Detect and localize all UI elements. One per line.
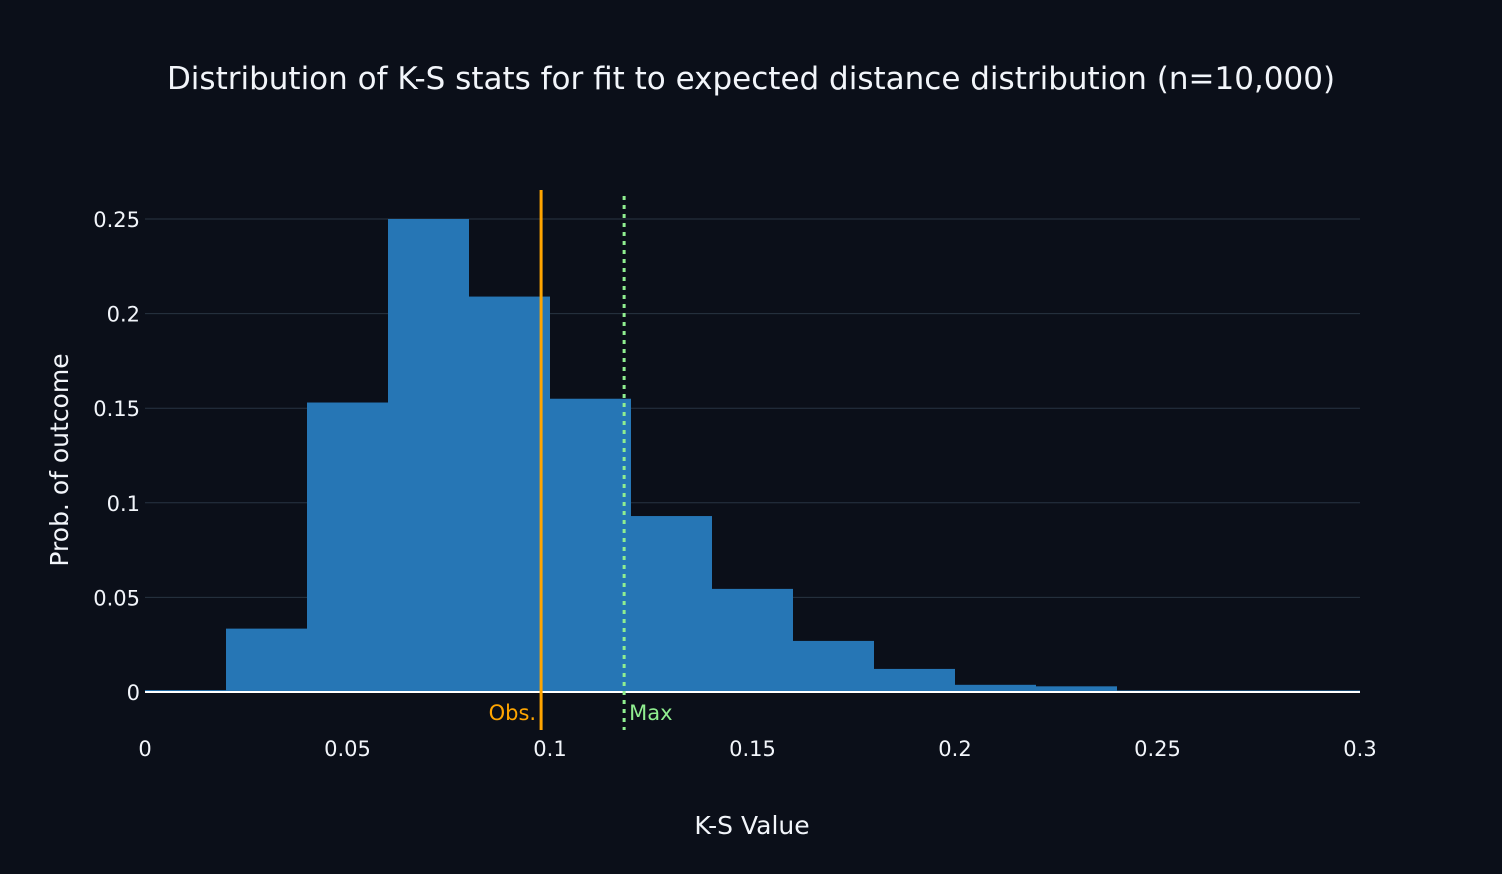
- max-label: Max: [629, 701, 672, 725]
- x-tick-label: 0.1: [533, 737, 566, 761]
- y-axis-label: Prob. of outcome: [45, 353, 74, 566]
- x-tick-label: 0.2: [938, 737, 971, 761]
- y-tick-label: 0.05: [93, 586, 140, 610]
- histogram-bar: [307, 402, 388, 692]
- histogram-bar: [955, 684, 1036, 692]
- y-tick-label: 0.2: [107, 303, 140, 327]
- histogram-bar: [631, 516, 712, 692]
- histogram-bar: [874, 668, 955, 692]
- x-tick-label: 0.3: [1343, 737, 1376, 761]
- observed-label: Obs.: [489, 701, 536, 725]
- y-tick-label: 0.1: [107, 492, 140, 516]
- bars: [145, 219, 1360, 692]
- histogram-bar: [712, 588, 793, 692]
- chart-title: Distribution of K-S stats for fit to exp…: [167, 61, 1335, 97]
- y-tick-label: 0.15: [93, 397, 140, 421]
- reference-lines: Obs. Max: [489, 190, 673, 730]
- axes: 0 0.05 0.1 0.15 0.2 0.25 0 0.05 0.1 0.15 0.2 0.25 0.…: [93, 208, 1376, 761]
- histogram-bar: [1036, 686, 1117, 692]
- y-tick-label: 0.25: [93, 208, 140, 232]
- y-tick-label: 0: [127, 681, 140, 705]
- histogram-bar: [388, 219, 469, 692]
- histogram-bar: [793, 640, 874, 692]
- x-tick-label: 0.25: [1134, 737, 1181, 761]
- x-axis-label: K-S Value: [694, 811, 809, 840]
- histogram-bar: [226, 628, 307, 692]
- x-tick-label: 0: [138, 737, 151, 761]
- histogram-bar: [469, 296, 550, 692]
- x-tick-label: 0.05: [324, 737, 371, 761]
- histogram-bar: [550, 398, 631, 692]
- x-tick-label: 0.15: [729, 737, 776, 761]
